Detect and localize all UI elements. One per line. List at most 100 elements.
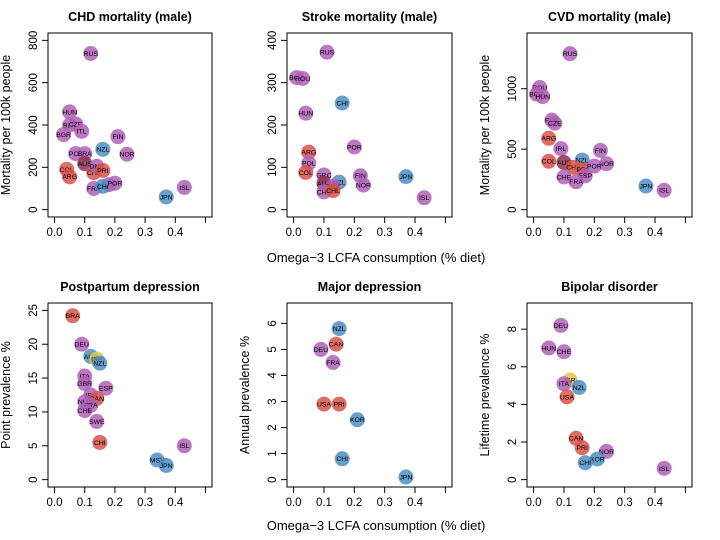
panel-major-depression-ytick-label: 1	[267, 450, 279, 456]
panel-bipolar-disorder-point-usa: USA	[559, 389, 575, 405]
panel-cvd-mortality-male-point-label: CZE	[548, 121, 562, 128]
panel-cvd-mortality-male-point-label: NZL	[576, 157, 589, 164]
panel-bipolar-disorder-point-marker	[541, 340, 557, 356]
panel-cvd-mortality-male-point-che: CHE	[556, 169, 572, 185]
panel-cvd-mortality-male-frame	[526, 32, 693, 218]
panel-stroke-mortality-male-point-isl: ISL	[416, 190, 432, 206]
panel-cvd-mortality-male-point-label: IRL	[556, 146, 567, 153]
panel-bipolar-disorder-point-deu: DEU	[553, 317, 569, 333]
panel-cvd-mortality-male-point-marker	[535, 89, 551, 105]
panel-stroke-mortality-male-point-label: ARG	[301, 149, 316, 156]
panel-bipolar-disorder-ytick-label: 2	[507, 439, 519, 445]
panel-major-depression-point-marker	[328, 336, 344, 352]
panel-postpartum-depression-point-label: DEU	[75, 342, 89, 349]
panel-stroke-mortality-male-point-hun: HUN	[298, 105, 314, 121]
panel-postpartum-depression-point-nzl: NZL	[92, 355, 108, 371]
panel-chd-mortality-male-point-arg: ARG	[62, 169, 78, 185]
panel-chd-mortality-male-point-label: NOR	[119, 152, 134, 159]
panel-postpartum-depression-point-esp: ESP	[98, 380, 114, 396]
panel-postpartum-depression-point-marker	[92, 434, 108, 450]
panel-postpartum-depression-xtick-label: 0.4	[167, 497, 184, 509]
x-axis-label-row2: Omega−3 LCFA consumption (% diet)	[267, 518, 486, 533]
panel-stroke-mortality-male-point-label: FIN	[355, 173, 366, 180]
panel-cvd-mortality-male-point-marker	[592, 142, 608, 158]
panel-postpartum-depression-point-marker	[98, 380, 114, 396]
panel-postpartum-depression-ylabel: Point prevalence %	[0, 341, 13, 449]
panel-postpartum-depression-xtick-label: 0.3	[137, 497, 153, 509]
panel-chd-mortality-male-point-por: POR	[107, 175, 123, 191]
panel-cvd-mortality-male-point-nor: NOR	[599, 156, 614, 172]
panel-bipolar-disorder-point-label: KOR	[590, 456, 605, 463]
panel-cvd-mortality-male-point-isl: ISL	[656, 182, 672, 198]
panel-chd-mortality-male-point-itl: ITL	[74, 123, 90, 139]
panel-stroke-mortality-male-point-label: ISL	[419, 195, 429, 202]
panel-cvd-mortality-male-point-cze: CZE	[547, 115, 563, 131]
panel-postpartum-depression-point-isl: ISL	[176, 438, 192, 454]
panel-chd-mortality-male-point-nor: NOR	[119, 146, 135, 162]
panel-postpartum-depression-point-bra: BRA	[65, 308, 81, 324]
panel-postpartum-depression-point-gbr: GBR	[77, 375, 93, 391]
panel-cvd-mortality-male-point-label: COL	[542, 159, 556, 166]
panel-stroke-mortality-male-point-marker	[346, 139, 362, 155]
panel-cvd-mortality-male-ytick-label: 0	[507, 206, 519, 212]
panel-cvd-mortality-male-point-label: ISL	[659, 188, 669, 195]
panel-cvd-mortality-male-point-label: POR	[587, 164, 602, 171]
panel-bipolar-disorder-point-ita: ITA	[556, 376, 572, 392]
panel-cvd-mortality-male-title: CVD mortality (male)	[548, 10, 671, 24]
panel-bipolar-disorder-ytick-label: 6	[507, 364, 519, 370]
panel-chd-mortality-male-xtick-label: 0.0	[47, 227, 63, 239]
panel-cvd-mortality-male-point-marker	[586, 158, 602, 174]
panel-major-depression-point-marker	[349, 412, 365, 428]
panel-postpartum-depression-point-label: CHI	[94, 440, 106, 447]
panel-postpartum-depression-point-label: CAN	[90, 396, 104, 403]
panel-chd-mortality-male-point-label: FIN	[112, 134, 123, 141]
panel-postpartum-depression-point-label: MSY	[150, 457, 165, 464]
panel-bipolar-disorder-point-label: USA	[560, 394, 574, 401]
panel-chd-mortality-male-point-marker	[74, 123, 90, 139]
panel-stroke-mortality-male-point-label: NOR	[356, 182, 371, 189]
panel-cvd-mortality-male: CVD mortality (male) Mortality per 100k p…	[478, 10, 693, 239]
panel-postpartum-depression-xtick-label: 0.1	[77, 497, 93, 509]
panel-chd-mortality-male: CHD mortality (male) Mortality per 100k p…	[0, 10, 213, 239]
panel-stroke-mortality-male-point-marker	[334, 95, 350, 111]
panel-major-depression-point-usa: USA	[316, 396, 332, 412]
panel-stroke-mortality-male-xtick-label: 0.4	[407, 227, 424, 239]
panel-major-depression-point-label: FRA	[326, 360, 340, 367]
panel-stroke-mortality-male-point-label: JPN	[400, 174, 413, 181]
panel-major-depression-point-fra: FRA	[325, 354, 341, 370]
panel-cvd-mortality-male-point-label: RUS	[563, 51, 578, 58]
panel-chd-mortality-male-point-bgr: BGR	[56, 127, 72, 143]
panel-cvd-mortality-male-point-marker	[562, 46, 578, 62]
panel-postpartum-depression-point-label: CHE	[78, 408, 93, 415]
panel-postpartum-depression-point-marker	[89, 413, 105, 429]
panel-postpartum-depression-point-label: ESP	[99, 386, 113, 393]
panel-major-depression-frame	[286, 302, 453, 488]
panel-major-depression-point-label: KOR	[350, 417, 365, 424]
panel-chd-mortality-male-point-nzl: NZL	[95, 141, 111, 157]
panel-postpartum-depression-xtick-label: 0.2	[107, 497, 123, 509]
panel-cvd-mortality-male-point-label: CHE	[557, 174, 572, 181]
panel-chd-mortality-male-ytick-label: 400	[28, 115, 40, 134]
panel-bipolar-disorder-point-chi: CHI	[577, 455, 593, 471]
panel-bipolar-disorder-point-label: HUN	[541, 345, 556, 352]
panel-stroke-mortality-male-title: Stroke mortality (male)	[302, 10, 437, 24]
panel-major-depression-point-marker	[325, 354, 341, 370]
panel-bipolar-disorder-point-label: CHE	[557, 349, 572, 356]
panel-bipolar-disorder-xtick-label: 0.2	[586, 497, 602, 509]
panel-chd-mortality-male-point-hun: HUN	[62, 104, 78, 120]
panel-bipolar-disorder-point-label: NOR	[599, 449, 614, 456]
panel-postpartum-depression-point-marker	[92, 355, 108, 371]
panel-major-depression-point-marker	[316, 396, 332, 412]
panel-cvd-mortality-male-point-fin: FIN	[592, 142, 608, 158]
panel-major-depression-ylabel: Annual prevalence %	[238, 336, 252, 454]
panel-stroke-mortality-male-point-label: COL	[299, 170, 313, 177]
panel-stroke-mortality-male-point-chl: CHL	[325, 183, 341, 199]
panel-stroke-mortality-male-point-marker	[301, 144, 317, 160]
panel-major-depression-point-marker	[331, 396, 347, 412]
panel-cvd-mortality-male-point-hun: HUN	[535, 89, 551, 105]
panel-cvd-mortality-male-point-marker	[568, 174, 584, 190]
panel-stroke-mortality-male-point-por: POR	[346, 139, 362, 155]
panel-postpartum-depression-point-label: SWE	[89, 419, 105, 426]
panel-chd-mortality-male-point-aus: AUS	[77, 156, 93, 172]
panel-cvd-mortality-male-point-marker	[553, 141, 569, 157]
